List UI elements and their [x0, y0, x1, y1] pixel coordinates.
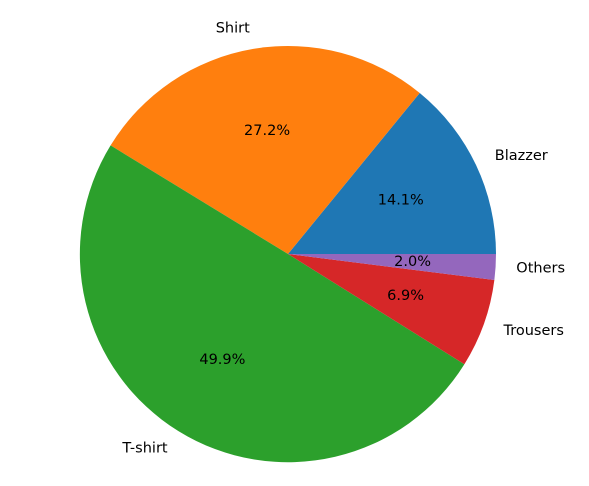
pie-slice-blazzer [288, 93, 496, 255]
slices-layer [79, 45, 496, 463]
pie-slice-shirt [110, 45, 420, 255]
slice-percent-label: 14.1% [378, 193, 424, 209]
pie-slice-trousers [288, 254, 495, 365]
slice-label: Others [516, 260, 565, 276]
slice-percent-label: 2.0% [394, 254, 431, 270]
pie-slice-others [288, 254, 496, 281]
pie-slice-t-shirt [79, 145, 465, 463]
slice-percent-label: 27.2% [244, 123, 290, 139]
slice-percent-label: 6.9% [387, 288, 424, 304]
slice-label: T-shirt [121, 441, 167, 457]
slice-label: Trousers [503, 323, 564, 339]
labels-layer: Blazzer 14.1% Shirt 27.2% T-shirt 49.9% Trouse… [121, 20, 565, 456]
slice-label: Blazzer [495, 148, 548, 164]
slice-percent-label: 49.9% [199, 352, 245, 368]
slice-label: Shirt [216, 20, 250, 36]
